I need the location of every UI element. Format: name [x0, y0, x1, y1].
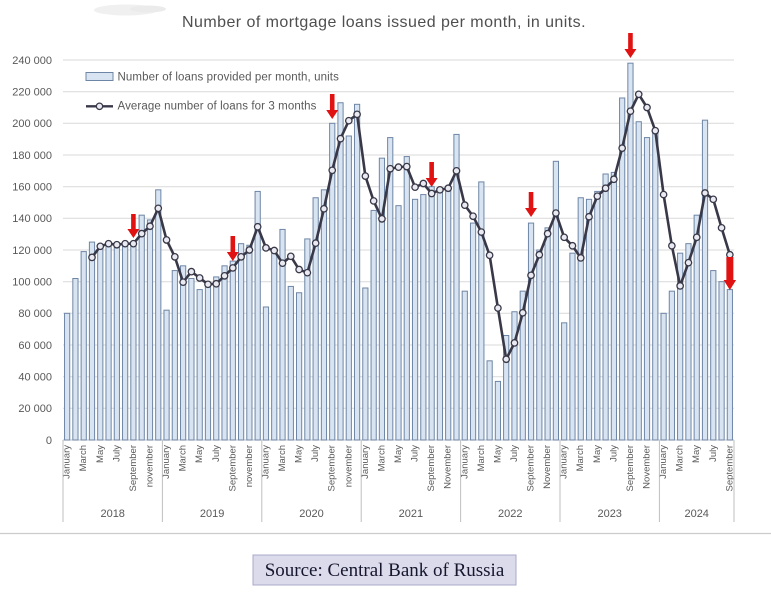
svg-text:180 000: 180 000 [12, 150, 52, 162]
svg-text:May: May [492, 445, 503, 463]
svg-text:May: May [393, 445, 404, 463]
svg-text:20 000: 20 000 [18, 403, 52, 415]
svg-text:Number of loans provided per m: Number of loans provided per month, unit… [118, 72, 340, 84]
svg-text:2018: 2018 [100, 508, 124, 520]
svg-text:November: November [642, 445, 653, 489]
svg-text:March: March [277, 445, 288, 471]
svg-text:220 000: 220 000 [12, 87, 52, 99]
svg-text:January: January [459, 445, 470, 479]
svg-text:november: november [145, 445, 156, 487]
svg-text:2020: 2020 [299, 508, 323, 520]
svg-text:March: March [178, 445, 189, 471]
svg-text:September: September [625, 445, 636, 491]
svg-text:January: January [360, 445, 371, 479]
svg-text:120 000: 120 000 [12, 245, 52, 257]
svg-text:January: January [62, 445, 73, 479]
svg-text:September: September [227, 445, 238, 491]
svg-text:January: January [559, 445, 570, 479]
svg-text:40 000: 40 000 [18, 372, 52, 384]
svg-text:March: March [675, 445, 686, 471]
svg-text:November: November [443, 445, 454, 489]
svg-text:March: March [575, 445, 586, 471]
svg-text:november: november [343, 445, 354, 487]
svg-text:Number of mortgage loans issue: Number of mortgage loans issued per mont… [182, 14, 586, 31]
svg-text:Source: Central Bank of Russia: Source: Central Bank of Russia [265, 560, 505, 581]
svg-text:September: September [724, 445, 735, 491]
svg-text:80 000: 80 000 [18, 308, 52, 320]
svg-text:July: July [509, 445, 520, 462]
svg-text:May: May [294, 445, 305, 463]
svg-text:May: May [592, 445, 603, 463]
svg-text:September: September [128, 445, 139, 491]
svg-text:60 000: 60 000 [18, 340, 52, 352]
svg-text:2021: 2021 [399, 508, 423, 520]
svg-text:July: July [708, 445, 719, 462]
svg-text:240 000: 240 000 [12, 55, 52, 67]
svg-text:September: September [426, 445, 437, 491]
svg-text:January: January [161, 445, 172, 479]
svg-text:0: 0 [46, 435, 52, 447]
svg-text:March: March [476, 445, 487, 471]
svg-text:March: March [78, 445, 89, 471]
svg-text:September: September [526, 445, 537, 491]
svg-text:May: May [691, 445, 702, 463]
svg-text:200 000: 200 000 [12, 118, 52, 130]
svg-text:2022: 2022 [498, 508, 522, 520]
svg-text:July: July [608, 445, 619, 462]
svg-text:2019: 2019 [200, 508, 224, 520]
svg-text:July: July [211, 445, 222, 462]
svg-text:140 000: 140 000 [12, 213, 52, 225]
svg-text:May: May [194, 445, 205, 463]
svg-text:2023: 2023 [597, 508, 621, 520]
svg-text:July: July [410, 445, 421, 462]
svg-text:January: January [261, 445, 272, 479]
svg-text:May: May [95, 445, 106, 463]
svg-text:January: January [658, 445, 669, 479]
svg-text:160 000: 160 000 [12, 182, 52, 194]
svg-text:november: november [244, 445, 255, 487]
svg-text:2024: 2024 [684, 508, 708, 520]
svg-text:July: July [111, 445, 122, 462]
svg-text:Average number of loans for 3: Average number of loans for 3 months [118, 101, 317, 113]
svg-text:July: July [310, 445, 321, 462]
svg-text:March: March [376, 445, 387, 471]
svg-text:100 000: 100 000 [12, 277, 52, 289]
svg-text:November: November [542, 445, 553, 489]
svg-text:September: September [327, 445, 338, 491]
